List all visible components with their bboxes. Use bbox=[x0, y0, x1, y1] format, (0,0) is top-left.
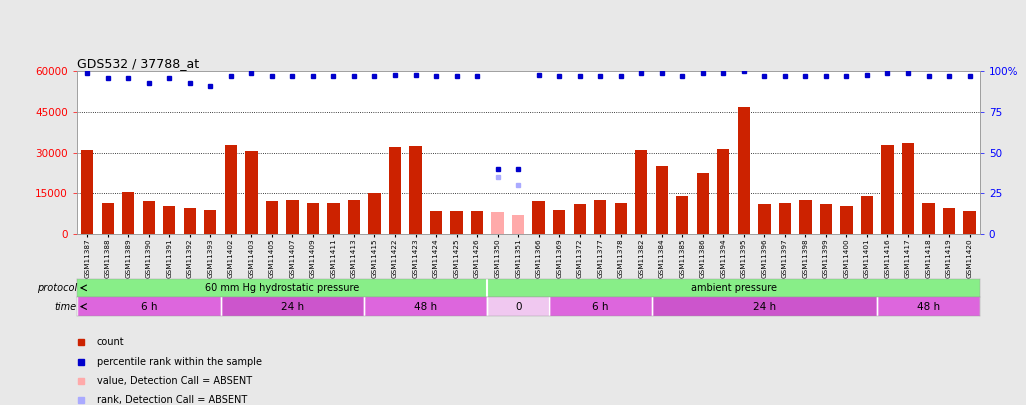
Bar bbox=[471, 211, 483, 234]
Text: 6 h: 6 h bbox=[592, 302, 608, 311]
Bar bbox=[409, 146, 422, 234]
Bar bbox=[77, 297, 221, 316]
Bar bbox=[820, 204, 832, 234]
Text: 24 h: 24 h bbox=[281, 302, 304, 311]
Text: time: time bbox=[54, 302, 77, 311]
Bar bbox=[656, 166, 668, 234]
Text: 0: 0 bbox=[515, 302, 521, 311]
Bar bbox=[143, 201, 155, 234]
Bar bbox=[307, 203, 319, 234]
Bar bbox=[204, 209, 216, 234]
Bar bbox=[286, 200, 299, 234]
Bar bbox=[77, 279, 487, 297]
Bar bbox=[943, 208, 955, 234]
Bar bbox=[758, 204, 771, 234]
Text: 48 h: 48 h bbox=[415, 302, 437, 311]
Bar bbox=[594, 200, 606, 234]
Bar bbox=[389, 147, 401, 234]
Text: 48 h: 48 h bbox=[917, 302, 940, 311]
Bar bbox=[122, 192, 134, 234]
Bar bbox=[245, 151, 258, 234]
Bar bbox=[450, 211, 463, 234]
Bar bbox=[225, 145, 237, 234]
Text: 6 h: 6 h bbox=[141, 302, 157, 311]
Bar bbox=[738, 107, 750, 234]
Bar bbox=[635, 150, 647, 234]
Text: value, Detection Call = ABSENT: value, Detection Call = ABSENT bbox=[96, 376, 252, 386]
Bar bbox=[652, 297, 877, 316]
Bar bbox=[221, 297, 364, 316]
Bar bbox=[487, 297, 549, 316]
Bar bbox=[615, 203, 627, 234]
Bar bbox=[512, 215, 524, 234]
Bar bbox=[697, 173, 709, 234]
Bar bbox=[922, 203, 935, 234]
Bar bbox=[368, 193, 381, 234]
Bar bbox=[553, 209, 565, 234]
Bar bbox=[881, 145, 894, 234]
Bar bbox=[184, 208, 196, 234]
Bar bbox=[902, 143, 914, 234]
Bar bbox=[327, 203, 340, 234]
Text: ambient pressure: ambient pressure bbox=[690, 283, 777, 293]
Bar bbox=[163, 205, 175, 234]
Bar bbox=[430, 211, 442, 234]
Bar bbox=[549, 297, 652, 316]
Bar bbox=[487, 279, 980, 297]
Text: rank, Detection Call = ABSENT: rank, Detection Call = ABSENT bbox=[96, 395, 247, 405]
Text: percentile rank within the sample: percentile rank within the sample bbox=[96, 357, 262, 367]
Bar bbox=[81, 150, 93, 234]
Text: 24 h: 24 h bbox=[753, 302, 776, 311]
Bar bbox=[348, 200, 360, 234]
Bar bbox=[861, 196, 873, 234]
Bar bbox=[574, 204, 586, 234]
Text: count: count bbox=[96, 337, 124, 347]
Bar bbox=[491, 212, 504, 234]
Text: protocol: protocol bbox=[37, 283, 77, 293]
Bar bbox=[840, 205, 853, 234]
Bar bbox=[266, 201, 278, 234]
Bar bbox=[364, 297, 487, 316]
Text: 60 mm Hg hydrostatic pressure: 60 mm Hg hydrostatic pressure bbox=[205, 283, 359, 293]
Bar bbox=[102, 203, 114, 234]
Text: GDS532 / 37788_at: GDS532 / 37788_at bbox=[77, 58, 199, 70]
Bar bbox=[532, 201, 545, 234]
Bar bbox=[676, 196, 688, 234]
Bar bbox=[963, 211, 976, 234]
Bar bbox=[799, 200, 812, 234]
Bar bbox=[779, 203, 791, 234]
Bar bbox=[877, 297, 980, 316]
Bar bbox=[717, 149, 729, 234]
